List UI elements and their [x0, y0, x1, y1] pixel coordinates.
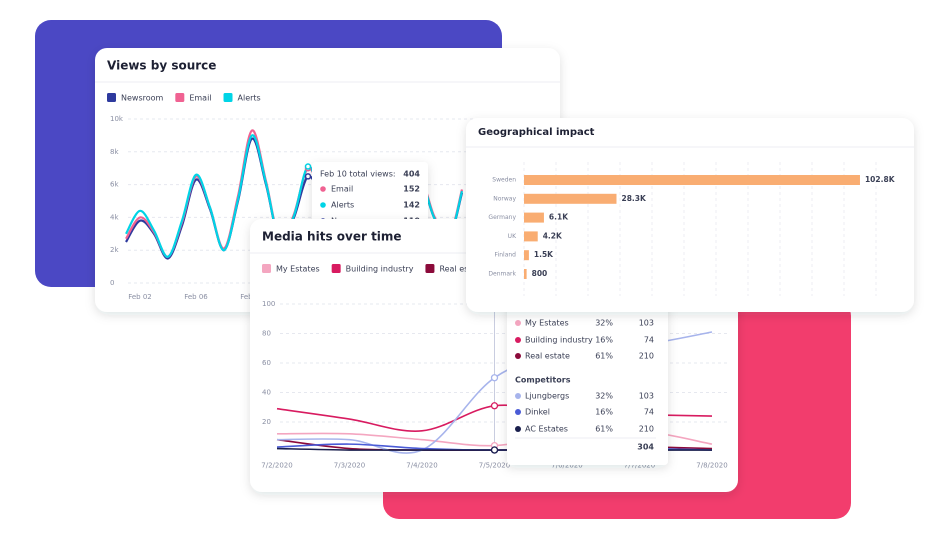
tooltip-name: Alerts	[331, 201, 354, 210]
value-label: 1.5K	[534, 250, 554, 259]
x-tick-label: 7/4/2020	[406, 462, 437, 470]
tooltip-name: My Estates	[525, 319, 569, 328]
y-tick-label: 6k	[110, 181, 119, 189]
tooltip-share: 32%	[595, 392, 613, 401]
x-tick-label: 7/5/2020	[479, 462, 510, 470]
y-tick-label: 2k	[110, 246, 119, 254]
legend-label: My Estates	[276, 265, 320, 274]
tooltip-dot	[515, 353, 521, 359]
bar	[524, 269, 527, 279]
bar	[524, 250, 529, 261]
bar	[524, 175, 860, 185]
y-tick-label: Sweden	[492, 177, 516, 184]
bar	[524, 212, 544, 223]
legend-label: Building industry	[346, 265, 414, 274]
x-tick-label: 7/6/2020	[551, 462, 582, 470]
value-label: 102.8K	[865, 175, 896, 184]
tooltip-total: 304	[637, 443, 654, 452]
tooltip-share: 61%	[595, 352, 613, 361]
hover-dot	[490, 402, 499, 410]
tooltip-name: AC Estates	[525, 425, 568, 434]
legend-swatch	[331, 264, 341, 273]
legend-label: Real estate	[439, 265, 484, 274]
tooltip	[507, 298, 668, 465]
legend-swatch	[175, 93, 185, 102]
tooltip-value: 210	[639, 425, 654, 434]
tooltip-value: 152	[403, 185, 420, 194]
tooltip-name: Building industry	[525, 336, 593, 345]
hover-dot	[304, 163, 312, 170]
tooltip-dot	[320, 186, 326, 192]
tooltip-title: Feb 10 total views:	[320, 170, 396, 179]
tooltip-value: 74	[644, 336, 654, 345]
legend-label: Alerts	[238, 94, 261, 103]
tooltip-value: 103	[639, 392, 654, 401]
tooltip-group: Competitors	[515, 376, 571, 385]
tooltip-share: 16%	[595, 336, 613, 345]
card-title: Media hits over time	[262, 230, 402, 244]
tooltip-value: 210	[639, 352, 654, 361]
tooltip-total: 404	[403, 170, 420, 179]
y-tick-label: 60	[262, 359, 271, 367]
y-tick-label: Denmark	[488, 271, 516, 278]
value-label: 4.2K	[543, 231, 563, 240]
tooltip-dot	[515, 337, 521, 343]
bar	[524, 193, 617, 204]
tooltip-share: 61%	[595, 425, 613, 434]
y-tick-label: Finland	[495, 252, 517, 259]
legend-swatch	[223, 93, 233, 102]
legend-swatch	[262, 264, 271, 273]
card	[466, 118, 914, 312]
y-tick-label: 80	[262, 330, 271, 338]
y-tick-label: 8k	[110, 148, 119, 156]
tooltip-dot	[320, 202, 326, 208]
card-title: Views by source	[107, 59, 216, 73]
y-tick-label: 0	[110, 279, 114, 287]
hover-dot	[304, 173, 312, 180]
legend-swatch	[425, 264, 435, 273]
value-label: 28.3K	[621, 194, 647, 203]
tooltip-dot	[515, 320, 521, 326]
y-tick-label: 4k	[110, 213, 119, 221]
tooltip-dot	[515, 426, 521, 432]
tooltip-dot	[515, 409, 521, 415]
x-tick-label: 7/3/2020	[334, 462, 365, 470]
y-tick-label: Germany	[488, 214, 516, 221]
tooltip-name: Ljungbergs	[525, 392, 569, 401]
y-tick-label: 20	[262, 418, 271, 426]
x-tick-label: 7/2/2020	[261, 462, 292, 470]
tooltip-name: Real estate	[525, 352, 570, 361]
tooltip-share: 16%	[595, 408, 613, 417]
x-tick-label: Feb 02	[128, 293, 152, 301]
legend-label: Email	[189, 94, 211, 103]
tooltip-name: Email	[331, 185, 353, 194]
y-tick-label: 10k	[110, 115, 124, 123]
hover-dot	[490, 374, 499, 382]
tooltip-value: 142	[403, 201, 420, 210]
y-tick-label: Norway	[493, 195, 516, 202]
tooltip-value: 103	[639, 319, 654, 328]
tooltip-name: Dinkel	[525, 408, 550, 417]
bar	[524, 231, 538, 242]
legend-label: Newsroom	[121, 94, 164, 103]
x-tick-label: Feb 06	[184, 293, 208, 301]
legend-swatch	[107, 93, 116, 102]
y-tick-label: 40	[262, 389, 271, 397]
tooltip-share: 32%	[595, 319, 613, 328]
y-tick-label: UK	[508, 233, 517, 240]
hover-dot	[490, 446, 499, 454]
value-label: 800	[532, 269, 548, 278]
value-label: 6.1K	[549, 213, 569, 222]
tooltip-value: 74	[644, 408, 654, 417]
card-title: Geographical impact	[478, 127, 595, 138]
tooltip-dot	[515, 393, 521, 399]
y-tick-label: 100	[262, 300, 275, 308]
x-tick-label: 7/7/2020	[624, 462, 655, 470]
x-tick-label: 7/8/2020	[696, 462, 727, 470]
tooltip	[312, 162, 428, 228]
